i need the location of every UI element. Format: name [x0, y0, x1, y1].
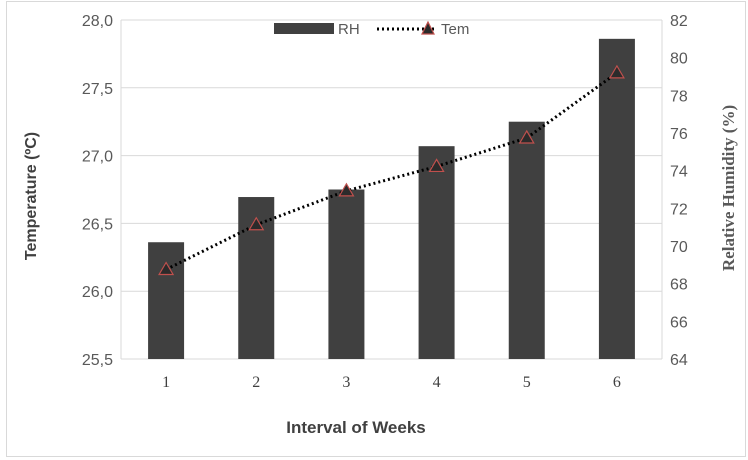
point-tem — [518, 129, 535, 144]
left-tick-label: 25,5 — [82, 352, 113, 369]
left-tick-label: 27,5 — [82, 81, 113, 98]
right-tick-label: 76 — [670, 126, 688, 143]
right-tick-label: 68 — [670, 277, 688, 294]
bar-rh — [508, 121, 545, 359]
line-tem — [165, 71, 618, 271]
right-tick-label: 64 — [670, 352, 688, 369]
x-axis-ticks: 1 2 3 4 5 6 — [162, 374, 621, 391]
right-tick-label: 82 — [670, 13, 688, 30]
bar-rh — [418, 146, 455, 359]
bar-rh — [148, 242, 185, 359]
x-tick-label: 1 — [162, 374, 170, 391]
left-tick-label: 26,0 — [82, 284, 113, 301]
left-tick-label: 27,0 — [82, 149, 113, 166]
point-tem — [338, 182, 355, 197]
right-tick-label: 66 — [670, 314, 688, 331]
x-tick-label: 3 — [342, 374, 350, 391]
x-tick-label: 4 — [433, 374, 441, 391]
bar-rh — [598, 38, 635, 359]
y-axis-right-title: Relative Humidity (%) — [719, 105, 738, 271]
x-tick-label: 6 — [613, 374, 621, 391]
right-axis-ticks: 82 80 78 76 74 72 70 68 66 64 — [670, 13, 688, 369]
left-axis-ticks: 28,0 27,5 27,0 26,5 26,0 25,5 — [82, 13, 113, 369]
legend-label-rh: RH — [338, 21, 360, 38]
gridlines — [120, 19, 663, 360]
point-tem — [248, 216, 265, 231]
left-tick-label: 26,5 — [82, 216, 113, 233]
legend-label-tem: Tem — [441, 21, 469, 38]
legend-triangle-marker — [421, 20, 435, 35]
right-tick-label: 70 — [670, 239, 688, 256]
point-tem — [608, 64, 625, 79]
legend: RH Tem — [274, 20, 469, 38]
right-tick-label: 74 — [670, 164, 688, 181]
point-tem — [158, 261, 175, 276]
legend-bar-swatch — [274, 23, 334, 34]
y-axis-left-title: Temperature (ºC) — [23, 132, 40, 260]
x-tick-label: 5 — [523, 374, 531, 391]
left-tick-label: 28,0 — [82, 13, 113, 30]
x-tick-label: 2 — [252, 374, 260, 391]
x-axis-title: Interval of Weeks — [286, 418, 426, 437]
line-series-tem — [158, 64, 625, 276]
right-tick-label: 72 — [670, 201, 688, 218]
bar-series-rh — [148, 38, 635, 359]
right-tick-label: 78 — [670, 88, 688, 105]
bar-rh — [328, 189, 365, 359]
right-tick-label: 80 — [670, 51, 688, 68]
point-tem — [428, 158, 445, 173]
